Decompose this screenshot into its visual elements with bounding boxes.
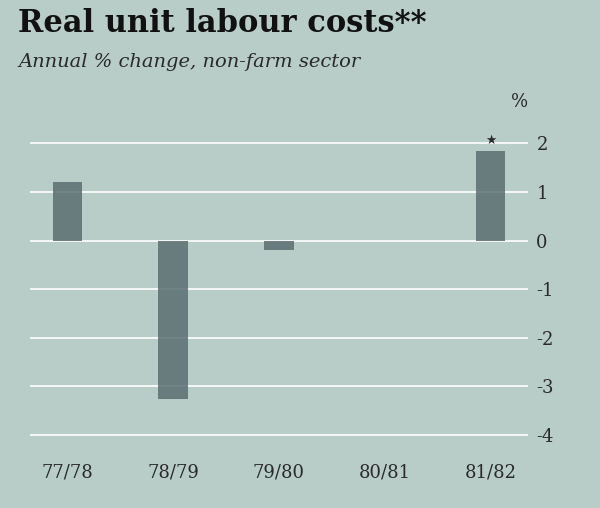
Bar — [476, 151, 505, 241]
Text: Real unit labour costs**: Real unit labour costs** — [18, 8, 427, 39]
Text: Annual % change, non-farm sector: Annual % change, non-farm sector — [18, 53, 360, 71]
Text: %: % — [511, 93, 528, 111]
Bar — [158, 241, 188, 399]
Text: ★: ★ — [485, 134, 496, 147]
Bar — [53, 182, 82, 241]
Bar — [264, 241, 294, 250]
